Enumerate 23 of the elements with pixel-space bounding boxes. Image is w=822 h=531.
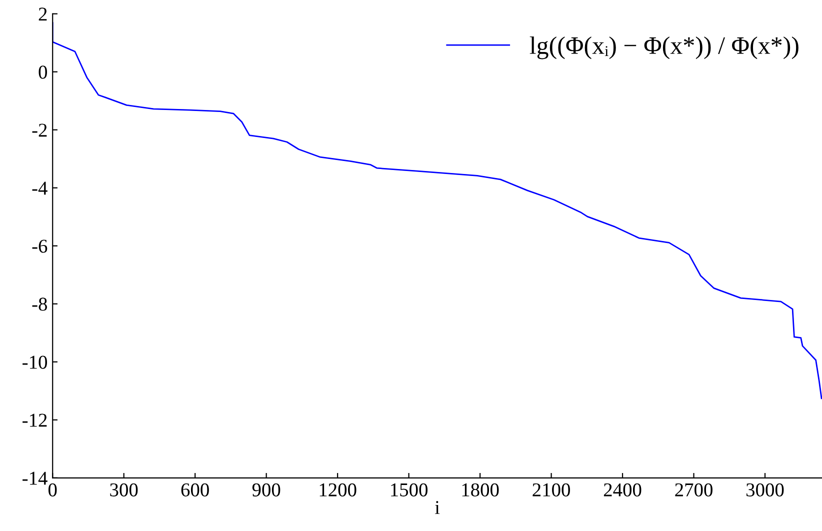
y-tick-label: -8 bbox=[32, 298, 48, 311]
x-tick-label: 300 bbox=[110, 483, 138, 496]
x-tick-label: 2100 bbox=[532, 483, 570, 496]
x-tick-label: 3000 bbox=[746, 483, 784, 496]
x-tick-label: 600 bbox=[181, 483, 209, 496]
y-tick-label: 0 bbox=[38, 66, 48, 79]
x-tick-label: 2400 bbox=[604, 483, 642, 496]
legend-label: lg((Φ(xᵢ) − Φ(x*)) / Φ(x*)) bbox=[530, 36, 798, 60]
y-tick-label: -2 bbox=[32, 124, 47, 137]
x-tick-label: 1500 bbox=[391, 483, 428, 496]
y-tick-label: 2 bbox=[38, 8, 47, 21]
y-tick-label: -10 bbox=[22, 356, 48, 369]
y-tick-label: -4 bbox=[32, 182, 48, 195]
x-tick-label: 2700 bbox=[675, 483, 712, 496]
x-tick-label: 1200 bbox=[320, 483, 356, 496]
line-series bbox=[52, 22, 822, 400]
x-tick-label: 0 bbox=[48, 483, 57, 496]
x-axis-title: i bbox=[435, 501, 440, 514]
y-tick-label: -6 bbox=[32, 240, 48, 253]
y-tick-label: -14 bbox=[22, 472, 48, 485]
y-tick-label: -12 bbox=[22, 414, 47, 427]
x-tick-label: 1800 bbox=[462, 483, 499, 496]
x-tick-label: 900 bbox=[252, 483, 280, 496]
